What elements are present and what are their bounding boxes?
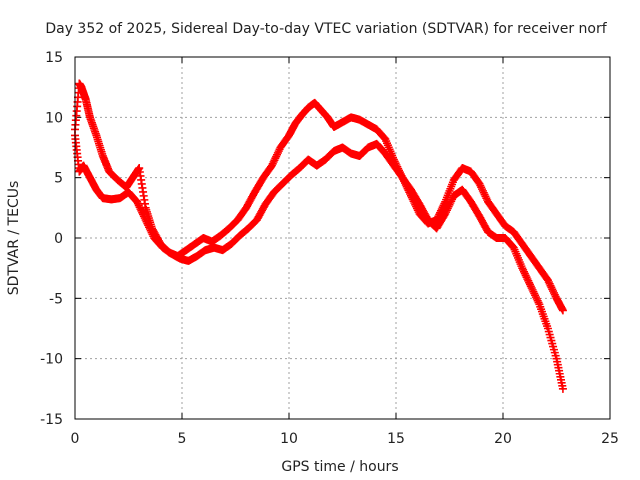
data-point-interp [528, 285, 537, 294]
data-point-interp [477, 183, 486, 192]
data-point [558, 384, 567, 393]
data-point-interp [442, 206, 451, 215]
data-point-interp [147, 228, 156, 237]
data-point-interp [479, 188, 488, 197]
data-point-interp [478, 185, 487, 194]
data-point-interp [145, 224, 154, 233]
data-point [543, 276, 552, 285]
x-tick-label: 0 [71, 431, 80, 447]
data-point-interp [533, 296, 542, 305]
data-point-interp [444, 202, 453, 211]
data-point-interp [519, 267, 528, 276]
y-tick-label: 15 [45, 50, 63, 66]
data-point-interp [272, 152, 281, 161]
data-point-interp [143, 219, 152, 228]
data-point-interp [133, 199, 142, 208]
chart-title: Day 352 of 2025, Sidereal Day-to-day VTE… [45, 21, 607, 37]
data-point-interp [446, 199, 455, 208]
data-point-interp [145, 223, 154, 232]
y-tick-label: -10 [40, 352, 63, 368]
data-point-interp [448, 195, 457, 204]
data-point-interp [269, 157, 278, 166]
data-point-interp [268, 159, 277, 168]
y-tick-label: -5 [49, 291, 63, 307]
data-point-interp [548, 285, 557, 294]
data-point-interp [481, 192, 490, 201]
data-point-interp [447, 197, 456, 206]
data-point-interp [549, 287, 558, 296]
data-point-interp [139, 212, 148, 221]
data-point-interp [139, 210, 148, 219]
data-point-interp [522, 273, 531, 282]
data-point-interp [136, 205, 145, 214]
data-point-interp [527, 284, 536, 293]
data-point-interp [530, 289, 539, 298]
plot-frame [74, 56, 611, 420]
data-point-interp [545, 279, 554, 288]
data-point-interp [273, 150, 282, 159]
y-tick-label: 0 [54, 231, 63, 247]
data-point-interp [270, 156, 279, 165]
data-point-interp [549, 288, 558, 297]
data-point-interp [525, 280, 534, 289]
x-tick-label: 20 [494, 431, 512, 447]
x-tick-label: 5 [178, 431, 187, 447]
data-point-interp [144, 221, 153, 230]
data-point-interp [532, 294, 541, 303]
data-point-interp [476, 181, 485, 190]
data-point-interp [271, 154, 280, 163]
axis-ticks: 0 5 10 15 20 25 -15 -10 -5 0 5 10 15 [40, 50, 619, 447]
data-point-interp [140, 214, 149, 223]
data-point [475, 179, 484, 188]
series-1 [71, 79, 567, 315]
data-point-interp [547, 283, 556, 292]
data-point-interp [142, 217, 151, 226]
data-point-interp [138, 208, 147, 217]
data-point [141, 215, 150, 224]
data-point-interp [550, 290, 559, 299]
data-point [133, 197, 142, 206]
data-point-interp [478, 186, 487, 195]
x-tick-label: 15 [387, 431, 405, 447]
series-2 [71, 131, 567, 393]
data-point-interp [274, 147, 283, 156]
data-point-interp [443, 204, 452, 213]
data-point-interp [531, 293, 540, 302]
data-point-interp [135, 203, 144, 212]
data-point-interp [482, 194, 491, 203]
y-tick-label: 10 [45, 110, 63, 126]
data-point-interp [137, 206, 146, 215]
x-tick-label: 10 [280, 431, 298, 447]
data-points [71, 79, 567, 393]
data-point [558, 306, 567, 315]
x-axis-label: GPS time / hours [281, 459, 398, 475]
data-point-interp [523, 275, 532, 284]
data-point [526, 282, 535, 291]
data-point-interp [531, 291, 540, 300]
data-point-interp [134, 201, 143, 210]
data-point [441, 209, 450, 218]
data-point-interp [521, 271, 530, 280]
x-tick-label: 25 [601, 431, 619, 447]
y-tick-label: -15 [40, 412, 63, 428]
data-point-interp [480, 190, 489, 199]
data-point-interp [525, 278, 534, 287]
data-point-interp [546, 281, 555, 290]
data-point-interp [544, 278, 553, 287]
data-point-interp [148, 230, 157, 239]
data-point-interp [519, 265, 528, 274]
data-point-interp [445, 200, 454, 209]
data-point-interp [273, 148, 282, 157]
data-point [518, 264, 527, 273]
y-axis-label: SDTVAR / TECUs [6, 181, 22, 296]
y-tick-label: 5 [54, 171, 63, 187]
data-point-interp [146, 226, 155, 235]
data-point [267, 161, 276, 170]
data-point-interp [520, 269, 529, 278]
data-point-interp [524, 276, 533, 285]
data-point-interp [529, 287, 538, 296]
data-point-interp [534, 298, 543, 307]
data-point-interp [442, 208, 451, 217]
